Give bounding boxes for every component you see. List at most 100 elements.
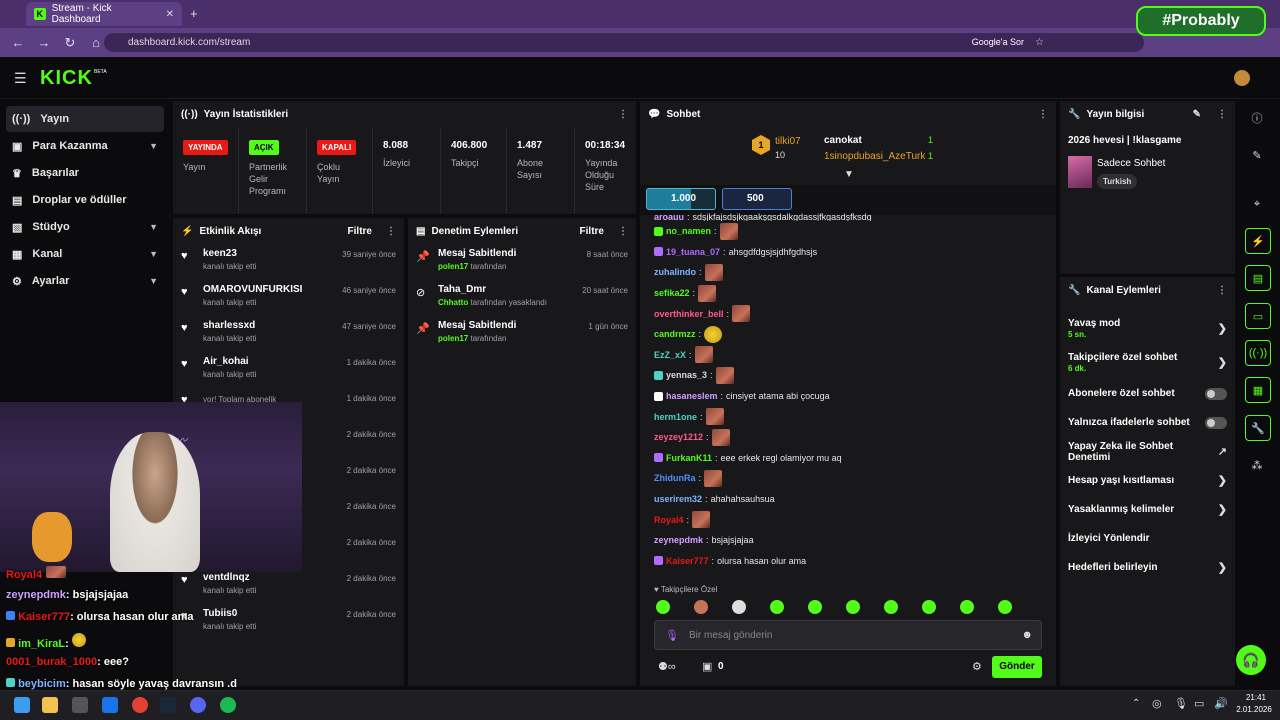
chat-message[interactable]: yennas_3:: [654, 365, 1050, 386]
mic-icon[interactable]: 🎙: [665, 630, 679, 642]
sidebar-item-ayarlar[interactable]: ⚙ Ayarlar ▼: [12, 275, 158, 288]
chat-message[interactable]: ZhidunRa:: [654, 468, 1050, 489]
expand-icon[interactable]: ▼: [844, 169, 854, 180]
windows-start-icon[interactable]: [14, 697, 30, 713]
chat-message[interactable]: FurkanK11: eee erkek regl olamiyor mu aq: [654, 448, 1050, 469]
home-icon[interactable]: ⌂: [92, 35, 100, 50]
emote-icon[interactable]: [998, 600, 1012, 614]
chat-username[interactable]: zeyzey1212: [654, 432, 704, 443]
bolt-icon[interactable]: ⚡: [1245, 228, 1271, 254]
channel-action[interactable]: İzleyici Yönlendir: [1060, 524, 1235, 553]
chat-message[interactable]: Royal4:: [654, 509, 1050, 530]
info-icon[interactable]: ⓘ: [1251, 113, 1263, 125]
chat-message[interactable]: sefika22:: [654, 283, 1050, 304]
google-ask-button[interactable]: Google'a Sor: [971, 37, 1024, 47]
channel-action[interactable]: Takipçilere özel sohbet 6 dk. ❯: [1060, 345, 1235, 379]
emote-icon[interactable]: [846, 600, 860, 614]
outlook-icon[interactable]: [102, 697, 118, 713]
sidebar-item-yayin[interactable]: ((·)) Yayın: [6, 106, 164, 132]
chat-username[interactable]: herm1one: [654, 411, 698, 422]
broadcast-icon[interactable]: ((·)): [1245, 340, 1271, 366]
emote-icon[interactable]: [732, 600, 746, 614]
settings-icon[interactable]: ⚙: [972, 661, 982, 673]
points-icon[interactable]: ⚉∞: [658, 661, 676, 673]
new-tab-icon[interactable]: +: [190, 6, 198, 21]
chat-username[interactable]: userirem32: [654, 494, 703, 505]
display-icon[interactable]: ▭: [1194, 698, 1205, 710]
tray-chevron-icon[interactable]: ⌃: [1132, 698, 1141, 709]
list-icon[interactable]: ▤: [1245, 265, 1271, 291]
bookmark-star-icon[interactable]: ☆: [1035, 37, 1044, 48]
chat-message[interactable]: zeyzey1212:: [654, 427, 1050, 448]
list-item[interactable]: ♥ sharlessxd kanalı takip etti 47 saniye ön…: [181, 316, 396, 352]
chat-username[interactable]: Royal4: [654, 514, 684, 525]
chat-message[interactable]: zuhalindo:: [654, 262, 1050, 283]
emote-icon[interactable]: [694, 600, 708, 614]
apps-icon[interactable]: ⁂: [1251, 459, 1263, 472]
emote-icon[interactable]: [770, 600, 784, 614]
emote-icon[interactable]: [922, 600, 936, 614]
clock-time[interactable]: 21:41: [1245, 693, 1267, 702]
list-item[interactable]: ♥ Air_kohai kanalı takip etti 1 dakika önce: [181, 352, 396, 388]
list-item[interactable]: ♥ ventdlnqz kanalı takip etti 2 dakika önce: [181, 568, 396, 604]
chat-message[interactable]: userirem32: ahahahsauhsua: [654, 494, 775, 505]
channel-action[interactable]: Yasaklanmış kelimeler ❯: [1060, 495, 1235, 524]
channel-action[interactable]: Yalnızca ifadelerle sohbet: [1060, 408, 1235, 437]
list-item[interactable]: 📌 Mesaj Sabitlendi polen17 tarafından 8 saa…: [416, 244, 628, 280]
filter-button[interactable]: Filtre: [347, 225, 372, 237]
edit-icon[interactable]: ✎: [1192, 108, 1201, 120]
channel-action[interactable]: Yavaş mod 5 sn. ❯: [1060, 311, 1235, 345]
reload-icon[interactable]: ↻: [64, 34, 76, 50]
chat-username[interactable]: sefika22: [654, 288, 690, 299]
chat-message[interactable]: herm1one:: [654, 406, 1050, 427]
emoji-icon[interactable]: ☻: [1021, 629, 1033, 641]
network-icon[interactable]: ◎: [1152, 698, 1162, 710]
more-icon[interactable]: ⋮: [618, 108, 628, 120]
discord-icon[interactable]: [190, 697, 206, 713]
chat-username[interactable]: FurkanK11: [666, 452, 713, 463]
sidebar-item-para-kazanma[interactable]: ▣ Para Kazanma ▼: [12, 140, 158, 153]
mod-user[interactable]: Chhatto: [438, 298, 469, 307]
focus-icon[interactable]: ⌖: [1253, 197, 1261, 210]
chat-message[interactable]: 19_tuana_07: ahsgdfdgsjsjdhfgdhsjs: [654, 242, 1050, 263]
browser-tab[interactable]: K Stream - Kick Dashboard ✕: [26, 2, 182, 26]
kick-logo[interactable]: KICK: [40, 67, 93, 89]
list-item[interactable]: ♥ OMAROVUNFURKISI kanalı takip etti 46 sani…: [181, 280, 396, 316]
chat-username[interactable]: Kaiser777: [666, 555, 709, 566]
channel-action[interactable]: Hedefleri belirleyin ❯: [1060, 553, 1235, 582]
channel-action[interactable]: Abonelere özel sohbet: [1060, 379, 1235, 408]
chat-username[interactable]: aroauu: [654, 212, 685, 221]
shop-icon[interactable]: ▣: [702, 661, 713, 673]
chat-username[interactable]: hasaneslem: [666, 391, 718, 402]
chat-messages[interactable]: aroauu: sdşjkfajsdşjkgaakşgsdalkgdassjfkg…: [654, 212, 1050, 578]
chat-message[interactable]: hasaneslem: cinsiyet atama abi çocuga: [654, 386, 1050, 407]
leader-name[interactable]: tilki07: [775, 136, 801, 147]
emote-icon[interactable]: [656, 600, 670, 614]
clock-date[interactable]: 2.01.2026: [1236, 705, 1272, 714]
filter-button[interactable]: Filtre: [579, 225, 604, 237]
sidebar-item-studyo[interactable]: ▧ Stüdyo ▼: [12, 221, 158, 234]
list-item[interactable]: ⊘ Taha_Dmr Chhatto tarafından yasaklandı 20…: [416, 280, 628, 316]
edit-icon[interactable]: ✎: [1252, 149, 1262, 162]
file-explorer-icon[interactable]: [42, 697, 58, 713]
send-button[interactable]: Gönder: [992, 656, 1042, 678]
gift-progress[interactable]: 1.000: [646, 188, 716, 210]
chat-message[interactable]: Kaiser777: olursa hasan olur ama: [654, 551, 1050, 572]
sidebar-item-droplar[interactable]: ▤ Droplar ve ödüller: [12, 194, 127, 207]
chat-icon[interactable]: ▭: [1245, 303, 1271, 329]
emote-icon[interactable]: [960, 600, 974, 614]
list-item[interactable]: ♥ keen23 kanalı takip etti 39 saniye önce: [181, 244, 396, 280]
forward-icon[interactable]: →: [37, 35, 51, 50]
emote-row[interactable]: [656, 600, 1012, 614]
chat-username[interactable]: overthinker_bell: [654, 308, 724, 319]
chat-username[interactable]: yennas_3: [666, 370, 708, 381]
chat-message[interactable]: zeynepdmk: bsjajsjajaa: [654, 535, 754, 546]
tag-badge[interactable]: Turkish: [1097, 174, 1138, 189]
more-icon[interactable]: ⋮: [386, 225, 396, 237]
steam-icon[interactable]: [160, 697, 176, 713]
support-icon[interactable]: 🎧: [1236, 645, 1266, 675]
gift-progress[interactable]: 500: [722, 188, 792, 210]
list-item[interactable]: 📌 Mesaj Sabitlendi polen17 tarafından 1 gün…: [416, 316, 628, 352]
back-icon[interactable]: ←: [11, 35, 25, 50]
list-item[interactable]: ♥ yor! Toplam abonelik 1 dakika önce: [181, 388, 396, 424]
